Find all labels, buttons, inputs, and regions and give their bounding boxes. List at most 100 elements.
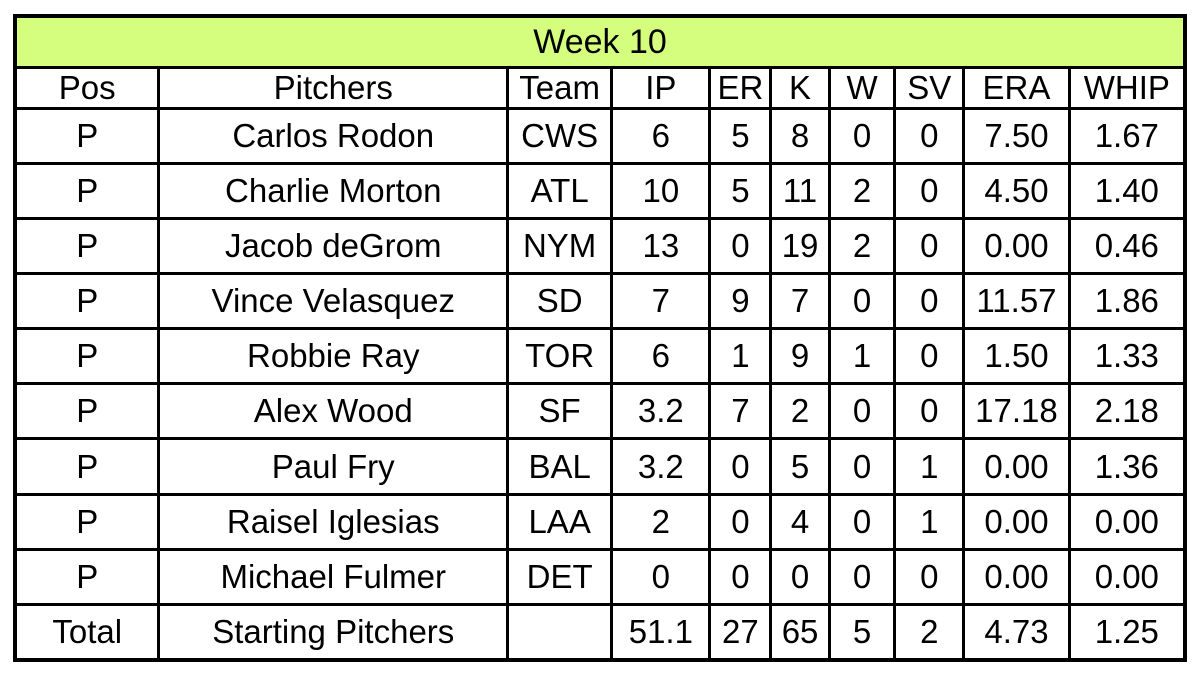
cell-sv: 0 bbox=[893, 217, 966, 276]
cell-w: 0 bbox=[827, 106, 897, 166]
cell-whip: 1.33 bbox=[1067, 327, 1187, 386]
cell-er: 0 bbox=[708, 492, 773, 551]
cell-k: 65 bbox=[769, 602, 831, 662]
cell-er: 0 bbox=[708, 547, 773, 606]
cell-pitcher: Alex Wood bbox=[157, 382, 510, 441]
cell-k: 11 bbox=[769, 162, 831, 221]
cell-pitcher: Vince Velasquez bbox=[157, 272, 510, 331]
cell-whip: 1.36 bbox=[1067, 437, 1187, 496]
cell-sv: 0 bbox=[893, 382, 966, 441]
cell-pos: P bbox=[13, 492, 161, 551]
cell-w: 0 bbox=[827, 437, 897, 496]
col-header-sv: SV bbox=[893, 66, 966, 110]
cell-w: 1 bbox=[827, 327, 897, 386]
cell-era: 4.50 bbox=[962, 162, 1071, 221]
cell-sv: 0 bbox=[893, 162, 966, 221]
cell-era: 0.00 bbox=[962, 492, 1071, 551]
cell-team: SF bbox=[506, 382, 614, 441]
cell-pitcher: Michael Fulmer bbox=[157, 547, 510, 606]
cell-pos: P bbox=[13, 327, 161, 386]
cell-er: 5 bbox=[708, 106, 773, 166]
cell-ip: 10 bbox=[610, 162, 712, 221]
table-row: P Paul Fry BAL 3.2 0 5 0 1 0.00 1.36 bbox=[13, 437, 1187, 496]
cell-sv: 0 bbox=[893, 272, 966, 331]
cell-w: 2 bbox=[827, 217, 897, 276]
title-row: Week 10 bbox=[13, 14, 1187, 69]
cell-pos: P bbox=[13, 272, 161, 331]
table-row: P Raisel Iglesias LAA 2 0 4 0 1 0.00 0.0… bbox=[13, 492, 1187, 551]
cell-team: TOR bbox=[506, 327, 614, 386]
cell-er: 0 bbox=[708, 437, 773, 496]
cell-ip: 3.2 bbox=[610, 437, 712, 496]
cell-k: 4 bbox=[769, 492, 831, 551]
cell-sv: 0 bbox=[893, 106, 966, 166]
cell-whip: 1.86 bbox=[1067, 272, 1187, 331]
cell-era: 0.00 bbox=[962, 547, 1071, 606]
cell-ip: 13 bbox=[610, 217, 712, 276]
cell-w: 0 bbox=[827, 492, 897, 551]
cell-team bbox=[506, 602, 614, 662]
cell-team: DET bbox=[506, 547, 614, 606]
col-header-pos: Pos bbox=[13, 66, 161, 110]
cell-pitcher: Raisel Iglesias bbox=[157, 492, 510, 551]
cell-sv: 1 bbox=[893, 437, 966, 496]
cell-pitcher: Robbie Ray bbox=[157, 327, 510, 386]
table-row: P Robbie Ray TOR 6 1 9 1 0 1.50 1.33 bbox=[13, 327, 1187, 386]
cell-sv: 0 bbox=[893, 327, 966, 386]
cell-er: 1 bbox=[708, 327, 773, 386]
table-title: Week 10 bbox=[13, 14, 1187, 69]
cell-era: 0.00 bbox=[962, 437, 1071, 496]
cell-pitcher: Jacob deGrom bbox=[157, 217, 510, 276]
cell-pos: P bbox=[13, 106, 161, 166]
cell-pos: P bbox=[13, 547, 161, 606]
cell-er: 0 bbox=[708, 217, 773, 276]
cell-sv: 0 bbox=[893, 547, 966, 606]
table-row: P Michael Fulmer DET 0 0 0 0 0 0.00 0.00 bbox=[13, 547, 1187, 606]
col-header-era: ERA bbox=[962, 66, 1071, 110]
table-row: P Vince Velasquez SD 7 9 7 0 0 11.57 1.8… bbox=[13, 272, 1187, 331]
cell-er: 9 bbox=[708, 272, 773, 331]
cell-pitcher: Starting Pitchers bbox=[157, 602, 510, 662]
cell-ip: 6 bbox=[610, 106, 712, 166]
cell-ip: 3.2 bbox=[610, 382, 712, 441]
header-row: Pos Pitchers Team IP ER K W SV ERA WHIP bbox=[13, 66, 1187, 110]
cell-whip: 2.18 bbox=[1067, 382, 1187, 441]
col-header-er: ER bbox=[708, 66, 773, 110]
cell-er: 27 bbox=[708, 602, 773, 662]
cell-k: 8 bbox=[769, 106, 831, 166]
cell-ip: 7 bbox=[610, 272, 712, 331]
cell-sv: 1 bbox=[893, 492, 966, 551]
cell-era: 4.73 bbox=[962, 602, 1071, 662]
pitchers-stats-table: Week 10 Pos Pitchers Team IP ER K W SV E… bbox=[13, 14, 1187, 662]
cell-pos: P bbox=[13, 217, 161, 276]
cell-k: 9 bbox=[769, 327, 831, 386]
cell-k: 19 bbox=[769, 217, 831, 276]
cell-era: 0.00 bbox=[962, 217, 1071, 276]
cell-team: LAA bbox=[506, 492, 614, 551]
cell-w: 0 bbox=[827, 547, 897, 606]
cell-pos: P bbox=[13, 437, 161, 496]
cell-team: NYM bbox=[506, 217, 614, 276]
cell-whip: 0.00 bbox=[1067, 547, 1187, 606]
cell-ip: 51.1 bbox=[610, 602, 712, 662]
cell-sv: 2 bbox=[893, 602, 966, 662]
col-header-ip: IP bbox=[610, 66, 712, 110]
cell-era: 11.57 bbox=[962, 272, 1071, 331]
cell-k: 5 bbox=[769, 437, 831, 496]
cell-pitcher: Paul Fry bbox=[157, 437, 510, 496]
cell-ip: 0 bbox=[610, 547, 712, 606]
cell-era: 17.18 bbox=[962, 382, 1071, 441]
total-row: Total Starting Pitchers 51.1 27 65 5 2 4… bbox=[13, 602, 1187, 662]
cell-whip: 0.46 bbox=[1067, 217, 1187, 276]
cell-k: 0 bbox=[769, 547, 831, 606]
cell-team: BAL bbox=[506, 437, 614, 496]
cell-ip: 6 bbox=[610, 327, 712, 386]
cell-whip: 0.00 bbox=[1067, 492, 1187, 551]
cell-w: 0 bbox=[827, 382, 897, 441]
cell-era: 7.50 bbox=[962, 106, 1071, 166]
cell-w: 2 bbox=[827, 162, 897, 221]
cell-whip: 1.25 bbox=[1067, 602, 1187, 662]
cell-whip: 1.40 bbox=[1067, 162, 1187, 221]
table-row: P Jacob deGrom NYM 13 0 19 2 0 0.00 0.46 bbox=[13, 217, 1187, 276]
